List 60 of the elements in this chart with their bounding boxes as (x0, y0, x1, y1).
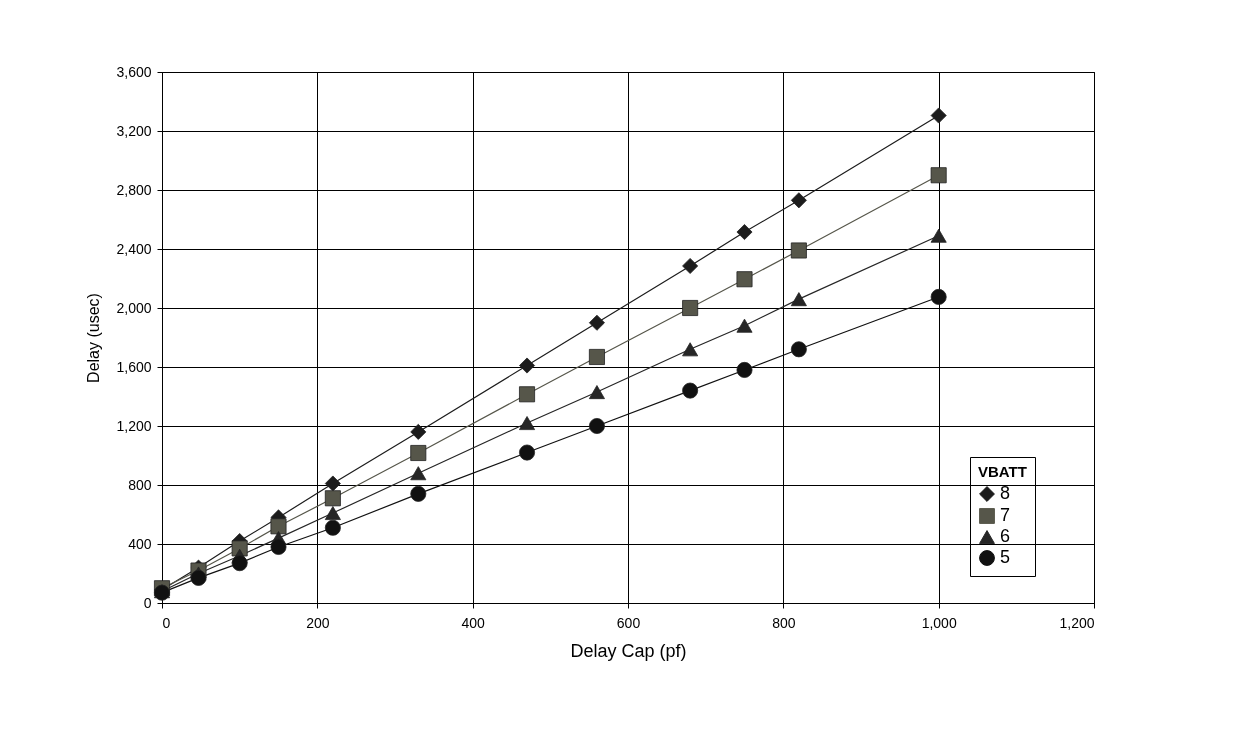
point (324, 506, 341, 520)
y-tick-label: 1,200 (116, 417, 152, 434)
y-tick-label: 1,600 (116, 358, 152, 375)
point (270, 538, 287, 555)
point (682, 300, 699, 316)
y-tick-label: 800 (128, 476, 152, 493)
y-tick-label: 3,200 (116, 122, 152, 139)
point (588, 385, 605, 400)
point (790, 242, 807, 259)
point (588, 418, 605, 434)
legend-label: 8 (1000, 483, 1011, 503)
point (736, 361, 753, 378)
point (682, 257, 699, 274)
legend-label: 6 (1000, 526, 1011, 546)
point (790, 292, 807, 307)
x-axis-title: Delay Cap (pf) (570, 640, 687, 661)
y-tick-label: 2,000 (116, 299, 152, 316)
y-tick-label: 0 (143, 594, 152, 611)
point (736, 271, 753, 288)
point (930, 228, 947, 243)
point (190, 569, 207, 586)
x-tick-label: 400 (461, 614, 486, 631)
legend-label: 7 (1000, 505, 1011, 525)
x-tick-label: 200 (306, 614, 330, 631)
point (682, 382, 699, 399)
point (324, 490, 341, 507)
y-tick-label: 3,600 (116, 63, 152, 80)
legend-title: VBATT (978, 463, 1027, 480)
point (270, 518, 287, 535)
point (736, 318, 753, 333)
y-tick-label: 2,800 (116, 181, 152, 198)
point (736, 224, 753, 241)
point (790, 341, 807, 358)
point (324, 519, 341, 536)
x-tick-label: 600 (616, 614, 641, 631)
x-tick-label: 0 (162, 614, 171, 631)
x-tick-label: 1,200 (1059, 614, 1095, 631)
point (930, 107, 947, 124)
point (519, 357, 536, 374)
point (682, 342, 699, 357)
x-tick-label: 1,000 (921, 614, 957, 631)
point (519, 416, 536, 431)
point (790, 192, 807, 209)
point (410, 445, 427, 461)
y-tick-label: 400 (128, 535, 152, 552)
point (410, 466, 427, 481)
point (410, 485, 427, 502)
point (410, 423, 427, 440)
point (519, 444, 536, 461)
point (231, 555, 248, 572)
x-tick-label: 800 (772, 614, 796, 631)
point (930, 288, 947, 305)
y-axis-title: Delay (usec) (85, 293, 103, 383)
point (588, 348, 605, 365)
point (588, 314, 605, 331)
legend-label: 5 (1000, 547, 1011, 567)
point (930, 167, 947, 184)
y-tick-label: 2,400 (116, 240, 152, 257)
point (324, 475, 341, 492)
point (519, 386, 536, 403)
